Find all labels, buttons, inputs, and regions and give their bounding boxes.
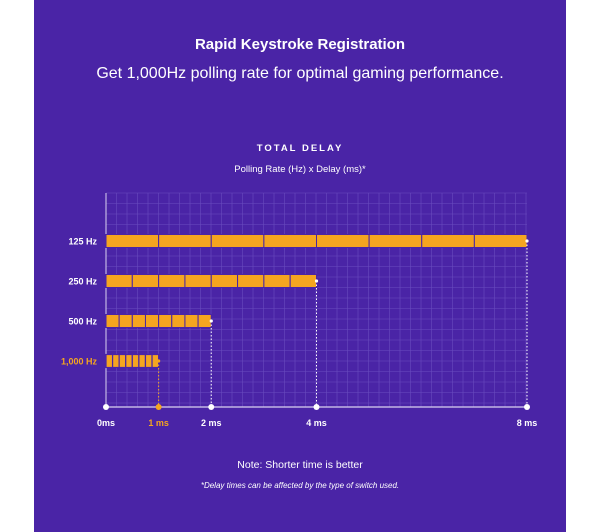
chart-title: TOTAL DELAY xyxy=(256,143,344,154)
tick-dot xyxy=(524,404,530,410)
bar-segment xyxy=(144,353,153,369)
tick-dot xyxy=(313,404,320,410)
bar-segment xyxy=(158,274,186,288)
footnote-text: *Delay times can be affected by the type… xyxy=(200,481,400,490)
bar-segment xyxy=(125,353,133,369)
bar-end-dot xyxy=(157,359,161,363)
bar-segment xyxy=(184,274,212,288)
tick-label: 1 ms xyxy=(148,418,169,428)
bar-segment xyxy=(263,234,317,248)
bar-segment xyxy=(316,234,370,248)
tick-label: 2 ms xyxy=(201,418,222,428)
page-subtitle: Get 1,000Hz polling rate for optimal gam… xyxy=(96,65,504,82)
background-panel: Rapid Keystroke Registration Get 1,000Hz… xyxy=(34,0,566,532)
tick-label: 0ms xyxy=(97,418,115,428)
category-label: 250 Hz xyxy=(68,277,97,287)
bar-segment xyxy=(131,314,146,328)
bar-segment xyxy=(105,234,160,248)
bar-segment xyxy=(289,274,317,288)
category-label: 125 Hz xyxy=(68,237,97,247)
bar-segment xyxy=(237,274,265,288)
bar-segment xyxy=(197,314,212,328)
tick-dot xyxy=(155,404,162,410)
note-text: Note: Shorter time is better xyxy=(237,459,363,471)
bar-segment xyxy=(105,314,120,328)
bar-segment xyxy=(118,314,133,328)
bar-segment xyxy=(118,353,127,369)
bar-segment xyxy=(171,314,186,328)
bar-segment xyxy=(473,234,528,248)
bar-end-dot xyxy=(209,319,213,323)
bar-segment xyxy=(210,234,265,248)
bar-segment xyxy=(184,314,199,328)
bar-segment xyxy=(158,314,173,328)
bar-segment xyxy=(111,353,120,369)
bar-segment xyxy=(421,234,475,248)
bar-segment xyxy=(138,353,147,369)
bar-segment xyxy=(144,314,160,328)
tick-dot xyxy=(208,404,215,410)
bar-segment xyxy=(131,353,140,369)
tick-label: 8 ms xyxy=(517,418,538,428)
bar-segment xyxy=(158,234,212,248)
bar-segment xyxy=(368,234,423,248)
bar-segment xyxy=(131,274,160,288)
bar-segment xyxy=(210,274,239,288)
bar-segment xyxy=(105,274,133,288)
tick-dot xyxy=(103,404,109,410)
bar-end-dot xyxy=(525,239,529,243)
bar-end-dot xyxy=(314,279,319,283)
bar-segment xyxy=(105,353,114,369)
category-label: 500 Hz xyxy=(68,317,97,327)
bar-segment xyxy=(263,274,291,288)
chart-subtitle: Polling Rate (Hz) x Delay (ms)* xyxy=(234,164,366,175)
category-label: 1,000 Hz xyxy=(61,357,98,367)
page-title: Rapid Keystroke Registration xyxy=(194,36,406,53)
tick-label: 4 ms xyxy=(306,418,327,428)
